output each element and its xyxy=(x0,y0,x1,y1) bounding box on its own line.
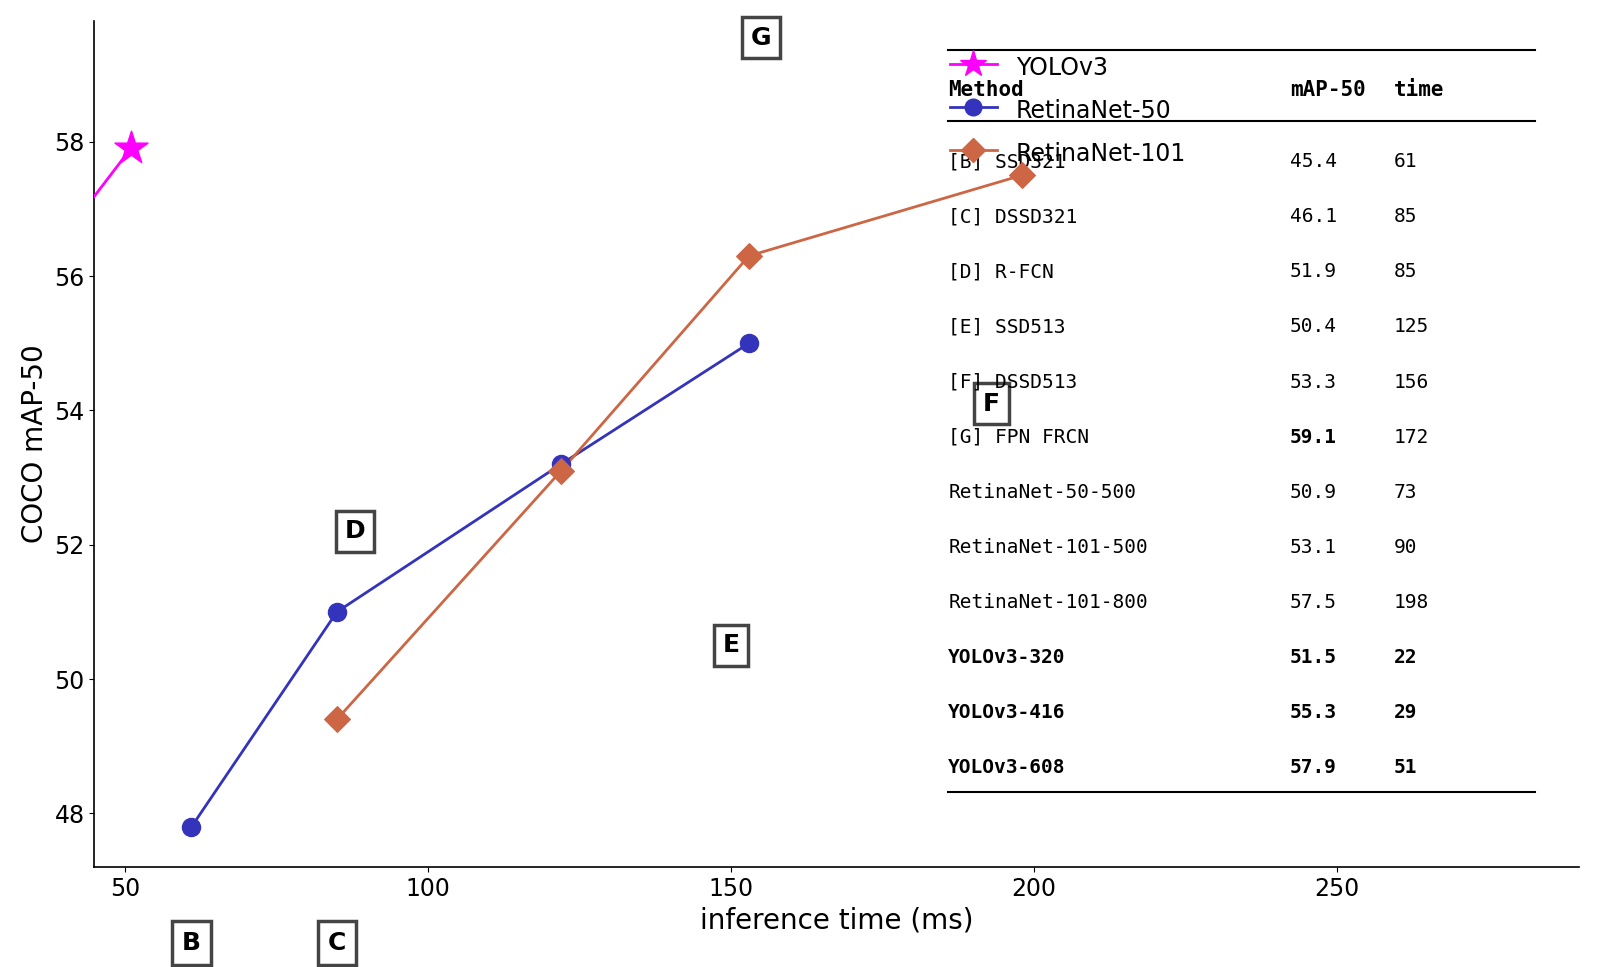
Text: 45.4: 45.4 xyxy=(1290,153,1336,171)
Text: [F] DSSD513: [F] DSSD513 xyxy=(949,372,1077,392)
Text: D: D xyxy=(344,519,365,543)
Text: 59.1: 59.1 xyxy=(1290,427,1336,447)
Text: 46.1: 46.1 xyxy=(1290,208,1336,226)
Point xyxy=(0,315,10,331)
Text: [B] SSD321: [B] SSD321 xyxy=(949,153,1066,171)
Text: 22: 22 xyxy=(1394,648,1418,666)
Text: 50.9: 50.9 xyxy=(1290,483,1336,502)
Text: [C] DSSD321: [C] DSSD321 xyxy=(949,208,1077,226)
Text: mAP-50: mAP-50 xyxy=(1290,80,1365,100)
Text: RetinaNet-101-500: RetinaNet-101-500 xyxy=(949,538,1147,557)
Text: time: time xyxy=(1394,80,1445,100)
Text: 53.3: 53.3 xyxy=(1290,372,1336,392)
X-axis label: inference time (ms): inference time (ms) xyxy=(701,906,973,934)
Point xyxy=(325,712,350,727)
Point xyxy=(179,819,205,835)
Text: 85: 85 xyxy=(1394,208,1418,226)
Text: YOLOv3-416: YOLOv3-416 xyxy=(949,703,1066,721)
Text: 198: 198 xyxy=(1394,593,1429,611)
Text: [E] SSD513: [E] SSD513 xyxy=(949,317,1066,337)
Text: 85: 85 xyxy=(1394,262,1418,281)
Point xyxy=(736,249,762,264)
Text: [D] R-FCN: [D] R-FCN xyxy=(949,262,1054,281)
Text: 51.5: 51.5 xyxy=(1290,648,1336,666)
Text: 172: 172 xyxy=(1394,427,1429,447)
Text: [G] FPN FRCN: [G] FPN FRCN xyxy=(949,427,1090,447)
Point xyxy=(118,141,144,157)
Text: 73: 73 xyxy=(1394,483,1418,502)
Text: 50.4: 50.4 xyxy=(1290,317,1336,337)
Text: B: B xyxy=(182,931,202,955)
Text: YOLOv3-608: YOLOv3-608 xyxy=(949,757,1066,777)
Text: 156: 156 xyxy=(1394,372,1429,392)
Point xyxy=(736,336,762,351)
Text: F: F xyxy=(982,392,1000,416)
Text: 51.9: 51.9 xyxy=(1290,262,1336,281)
Text: 51: 51 xyxy=(1394,757,1418,777)
Legend: YOLOv3, RetinaNet-50, RetinaNet-101: YOLOv3, RetinaNet-50, RetinaNet-101 xyxy=(938,42,1198,180)
Point xyxy=(325,604,350,620)
Text: E: E xyxy=(722,633,739,658)
Text: C: C xyxy=(328,931,346,955)
Text: G: G xyxy=(750,25,771,49)
Text: RetinaNet-50-500: RetinaNet-50-500 xyxy=(949,483,1136,502)
Text: 57.9: 57.9 xyxy=(1290,757,1336,777)
Text: YOLOv3-320: YOLOv3-320 xyxy=(949,648,1066,666)
Text: 57.5: 57.5 xyxy=(1290,593,1336,611)
Text: Method: Method xyxy=(949,80,1024,100)
Text: 90: 90 xyxy=(1394,538,1418,557)
Text: 29: 29 xyxy=(1394,703,1418,721)
Text: RetinaNet-101-800: RetinaNet-101-800 xyxy=(949,593,1147,611)
Point xyxy=(1010,167,1035,183)
Text: 53.1: 53.1 xyxy=(1290,538,1336,557)
Text: 55.3: 55.3 xyxy=(1290,703,1336,721)
Text: 125: 125 xyxy=(1394,317,1429,337)
Y-axis label: COCO mAP-50: COCO mAP-50 xyxy=(21,344,50,543)
Point xyxy=(549,463,574,479)
Text: 61: 61 xyxy=(1394,153,1418,171)
Point xyxy=(549,456,574,472)
